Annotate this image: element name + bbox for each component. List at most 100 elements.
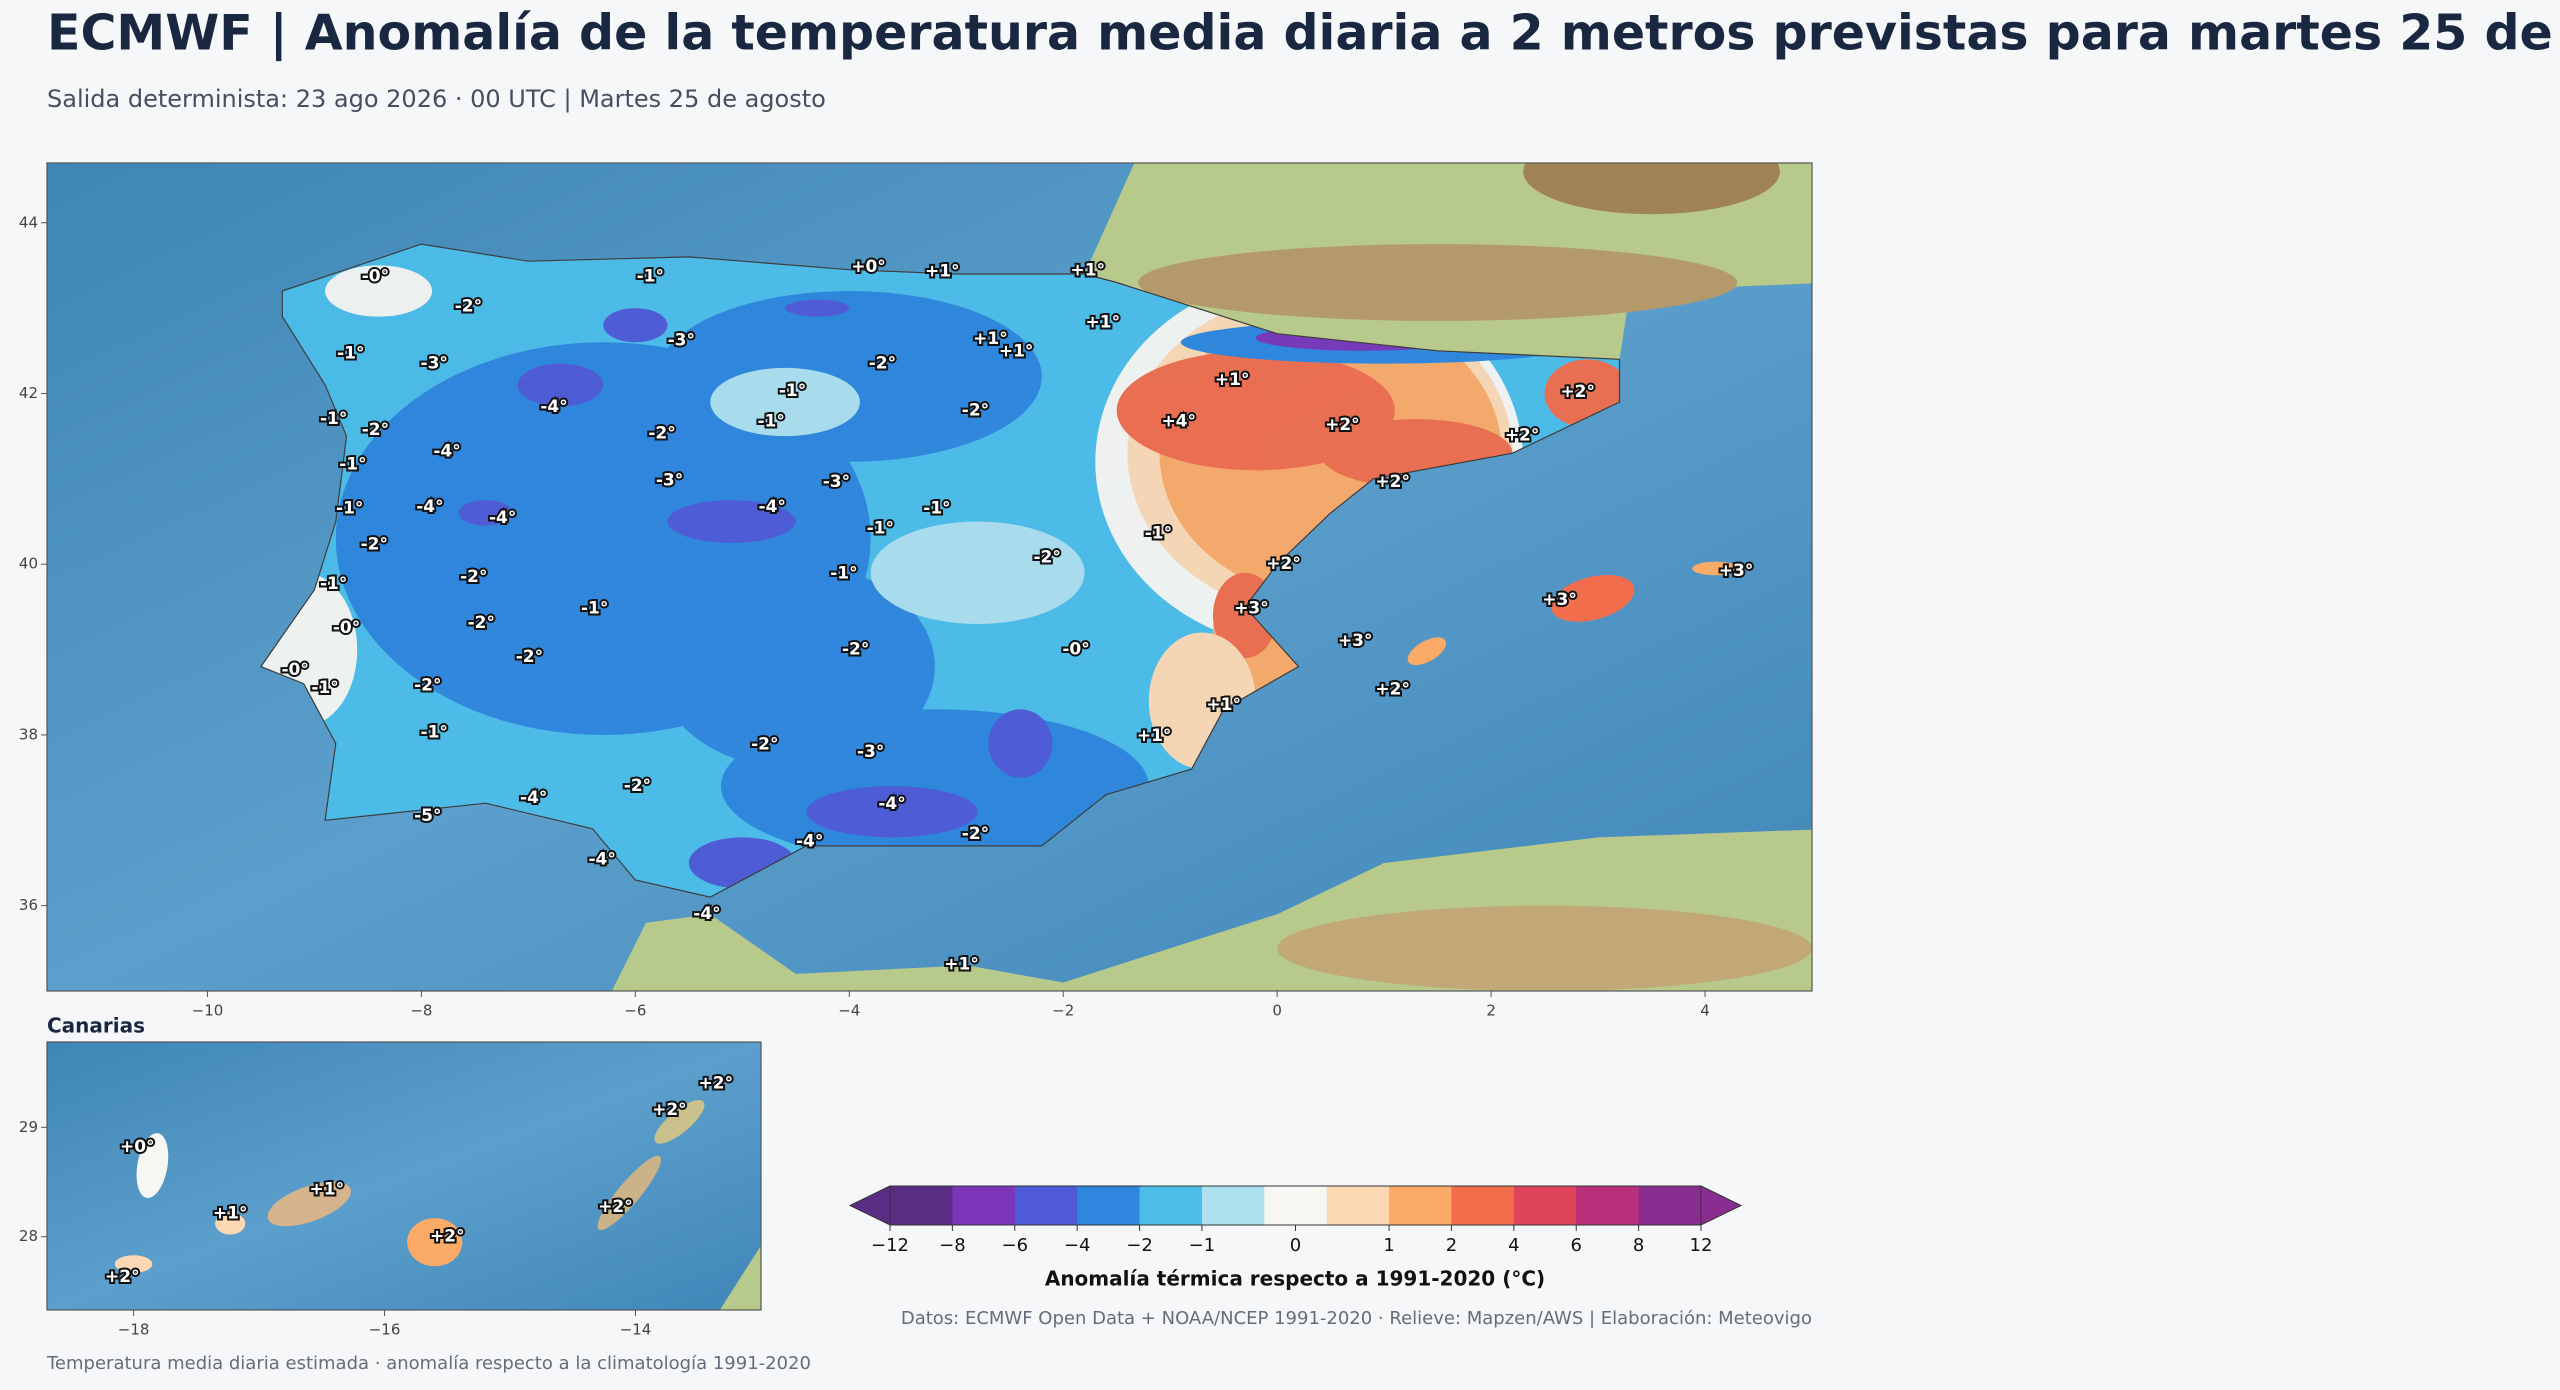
y-tick-label: 29 <box>19 1118 38 1136</box>
colorbar-segment <box>1264 1186 1328 1225</box>
anomaly-label: -1° <box>757 412 784 432</box>
anomaly-area <box>870 521 1085 624</box>
colorbar-tick-label: 1 <box>1383 1235 1394 1256</box>
x-tick-label: −18 <box>118 1321 150 1339</box>
colorbar-segment <box>1326 1186 1390 1225</box>
anomaly-label: +2° <box>652 1100 687 1120</box>
anomaly-label: -0° <box>333 618 360 638</box>
anomaly-label: -2° <box>624 776 651 796</box>
anomaly-label: -3° <box>823 472 850 492</box>
island <box>215 1212 246 1235</box>
anomaly-label: +2° <box>1375 472 1410 492</box>
africa <box>719 1245 761 1310</box>
anomaly-label: -4° <box>878 794 905 814</box>
y-tick-label: 44 <box>19 213 38 231</box>
anomaly-area <box>458 500 513 526</box>
anomaly-label: -2° <box>751 734 778 754</box>
anomaly-area <box>710 367 860 437</box>
anomaly-label: -1° <box>830 564 857 584</box>
anomaly-label: -2° <box>1033 547 1060 567</box>
colorbar-segment <box>952 1186 1016 1225</box>
anomaly-label: -5° <box>414 806 441 826</box>
credits: Datos: ECMWF Open Data + NOAA/NCEP 1991-… <box>901 1308 1812 1329</box>
anomaly-area <box>517 363 604 407</box>
colorbar-segment <box>1077 1186 1141 1225</box>
colorbar-tick-label: 0 <box>1290 1235 1301 1256</box>
anomaly-label: -2° <box>962 824 989 844</box>
anomaly-label: +4° <box>1161 412 1196 432</box>
island <box>1407 637 1447 666</box>
colorbar-segment <box>1201 1186 1265 1225</box>
anomaly-label: +1° <box>925 261 960 281</box>
island <box>267 1181 351 1227</box>
anomaly-label: -3° <box>857 742 884 762</box>
colorbar-segment <box>1139 1186 1203 1225</box>
anomaly-label: +3° <box>1542 590 1577 610</box>
colorbar-tick-label: −6 <box>1001 1235 1028 1256</box>
colorbar-segment <box>1576 1186 1640 1225</box>
anomaly-label: -1° <box>923 499 950 519</box>
colorbar-tick-label: 2 <box>1446 1235 1457 1256</box>
y-tick-label: 40 <box>19 555 38 573</box>
colorbar-label: Anomalía térmica respecto a 1991-2020 (°… <box>1045 1267 1545 1291</box>
anomaly-label: -1° <box>581 599 608 619</box>
anomaly-label: -2° <box>455 296 482 316</box>
colorbar-extend <box>1700 1185 1743 1226</box>
island <box>1692 561 1740 576</box>
anomaly-label: -2° <box>648 424 675 444</box>
y-tick-label: 42 <box>19 384 38 402</box>
anomaly-label: -1° <box>1145 523 1172 543</box>
island <box>114 1255 153 1273</box>
anomaly-label: -0° <box>1062 640 1089 660</box>
title: ECMWF | Anomalía de la temperatura media… <box>47 5 2560 63</box>
anomaly-label: -2° <box>962 401 989 421</box>
anomaly-area <box>667 500 796 543</box>
anomaly-label: -2° <box>468 613 495 633</box>
anomaly-area <box>656 291 1042 462</box>
anomaly-label: +2° <box>1266 554 1301 574</box>
y-tick-label: 28 <box>19 1227 38 1245</box>
anomaly-label: -3° <box>656 471 683 491</box>
anomaly-label: -1° <box>336 499 363 519</box>
colorbar-segment <box>1513 1186 1577 1225</box>
x-tick-label: −14 <box>620 1321 652 1339</box>
anomaly-label: +1° <box>1215 370 1250 390</box>
x-tick-label: −16 <box>369 1321 401 1339</box>
anomaly-label: +1° <box>1071 261 1106 281</box>
anomaly-label: +1° <box>944 955 979 975</box>
x-tick-label: 0 <box>1272 1002 1282 1020</box>
colorbar-tick-label: −8 <box>939 1235 966 1256</box>
anomaly-label: -4° <box>796 832 823 852</box>
anomaly-label: +0° <box>851 257 886 277</box>
anomaly-label: -1° <box>867 518 894 538</box>
colorbar-segment <box>1389 1186 1452 1225</box>
anomaly-label: +2° <box>699 1074 734 1094</box>
anomaly-label: -4° <box>540 397 567 417</box>
anomaly-label: +2° <box>1560 382 1595 402</box>
anomaly-label: -1° <box>320 409 347 429</box>
relief <box>1138 244 1738 321</box>
anomaly-label: -1° <box>337 343 364 363</box>
x-tick-label: 2 <box>1486 1002 1496 1020</box>
anomaly-label: -4° <box>588 850 615 870</box>
map-frame <box>46 162 1813 992</box>
island <box>1551 574 1635 622</box>
anomaly-area <box>603 308 668 343</box>
colorbar-tick-label: −12 <box>871 1235 909 1256</box>
anomaly-label: -1° <box>339 454 366 474</box>
anomaly-label: -1° <box>421 722 448 742</box>
colorbar-tick-label: −4 <box>1064 1235 1091 1256</box>
anomaly-area <box>988 709 1053 778</box>
anomaly-label: -4° <box>416 497 443 517</box>
anomaly-label: -0° <box>281 660 308 680</box>
anomaly-area <box>806 786 978 838</box>
anomaly-label: +1° <box>973 329 1008 349</box>
anomaly-label: +2° <box>1325 415 1360 435</box>
anomaly-area <box>1116 350 1395 471</box>
anomaly-label: +3° <box>1719 561 1754 581</box>
x-tick-label: −10 <box>192 1002 224 1020</box>
anomaly-label: -4° <box>693 904 720 924</box>
y-tick-label: 36 <box>19 896 38 914</box>
colorbar-tick-label: −2 <box>1126 1235 1153 1256</box>
